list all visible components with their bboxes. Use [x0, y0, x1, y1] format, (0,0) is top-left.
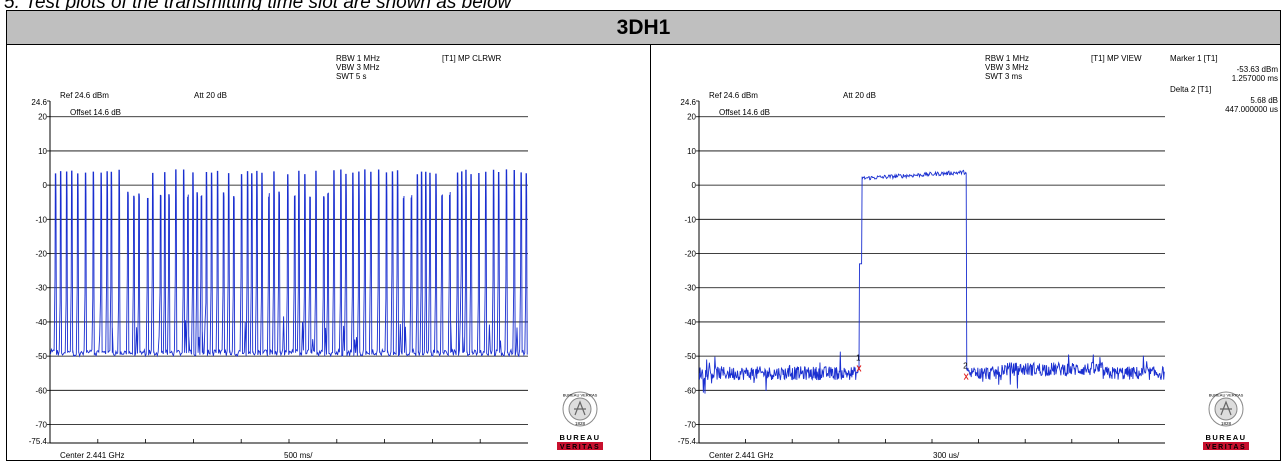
trace-label: [T1] MP CLRWR: [442, 54, 501, 63]
offset-label: Offset 14.6 dB: [719, 108, 770, 117]
y-tick-label: 10: [687, 147, 696, 156]
results-table: 3DH1 RBW 1 MHz VBW 3 MHz SWT 5 s [T1] MP CL…: [6, 10, 1281, 461]
y-tick-label: -20: [35, 250, 47, 259]
delta-2-level: 5.68 dB: [1250, 96, 1278, 105]
logo-word-1: BUREAU: [1205, 433, 1246, 442]
logo-red-band: [557, 442, 603, 450]
span-per-div-label: 500 ms/: [284, 451, 313, 460]
logo-year: 1828: [575, 421, 586, 426]
offset-label: Offset 14.6 dB: [70, 108, 121, 117]
delta-2-time: 447.000000 us: [1225, 105, 1278, 114]
logo-year: 1828: [1221, 421, 1232, 426]
span-per-div-label: 300 us/: [933, 451, 960, 460]
y-tick-label: -75.4: [29, 437, 48, 446]
section-header: 3DH1: [7, 11, 1280, 45]
marker-point: [856, 365, 862, 372]
setting-label: VBW 3 MHz: [336, 63, 380, 72]
setting-label: SWT 3 ms: [985, 72, 1022, 81]
y-tick-label: 0: [692, 181, 697, 190]
y-tick-label: -30: [684, 284, 696, 293]
y-tick-label: -50: [35, 352, 47, 361]
y-tick-label: -40: [684, 318, 696, 327]
y-tick-label: -10: [684, 215, 696, 224]
ref-level-label: Ref 24.6 dBm: [60, 91, 109, 100]
logo-red-band: [1203, 442, 1249, 450]
y-tick-label: -75.4: [678, 437, 697, 446]
y-tick-label: 24.6: [31, 98, 47, 107]
caption: 5. Test plots of the transmitting time s…: [4, 0, 512, 13]
ref-level-label: Ref 24.6 dBm: [709, 91, 758, 100]
y-tick-label: 0: [43, 181, 48, 190]
marker-1-level: -53.63 dBm: [1237, 65, 1279, 74]
logo-ring: BUREAU VERITAS: [1209, 393, 1244, 398]
y-tick-label: -50: [684, 352, 696, 361]
y-tick-label: -30: [35, 284, 47, 293]
center-freq-label: Center 2.441 GHz: [709, 451, 773, 460]
setting-label: SWT 5 s: [336, 72, 367, 81]
marker-number-label: 2: [963, 362, 968, 371]
trace-line: [50, 169, 528, 358]
logo-word-2: VERITAS: [560, 444, 600, 451]
setting-label: RBW 1 MHz: [336, 54, 380, 63]
y-tick-label: -70: [35, 421, 47, 430]
delta-2-label: Delta 2 [T1]: [1170, 85, 1211, 94]
y-tick-label: -60: [35, 386, 47, 395]
y-tick-label: -20: [684, 250, 696, 259]
column-divider: [650, 44, 651, 460]
logo-figure: [574, 400, 586, 416]
y-tick-label: -10: [35, 215, 47, 224]
trace-label: [T1] MP VIEW: [1091, 54, 1142, 63]
setting-label: RBW 1 MHz: [985, 54, 1029, 63]
trace-line: [699, 169, 1165, 394]
section-title: 3DH1: [616, 15, 671, 39]
marker-1-label: Marker 1 [T1]: [1170, 54, 1218, 63]
setting-label: VBW 3 MHz: [985, 63, 1029, 72]
y-tick-label: -40: [35, 318, 47, 327]
y-tick-label: 20: [38, 113, 47, 122]
logo-ring: BUREAU VERITAS: [563, 393, 598, 398]
y-tick-label: 20: [687, 113, 696, 122]
marker-1-time: 1.257000 ms: [1232, 74, 1278, 83]
y-tick-label: -60: [684, 386, 696, 395]
attenuation-label: Att 20 dB: [843, 91, 876, 100]
y-tick-label: 10: [38, 147, 47, 156]
attenuation-label: Att 20 dB: [194, 91, 227, 100]
center-freq-label: Center 2.441 GHz: [60, 451, 124, 460]
logo-word-2: VERITAS: [1206, 444, 1246, 451]
marker-number-label: 1: [856, 353, 861, 362]
y-tick-label: 24.6: [680, 98, 696, 107]
marker-point: [963, 373, 969, 380]
logo-word-1: BUREAU: [559, 433, 600, 442]
logo-figure: [1220, 400, 1232, 416]
y-tick-label: -70: [684, 421, 696, 430]
